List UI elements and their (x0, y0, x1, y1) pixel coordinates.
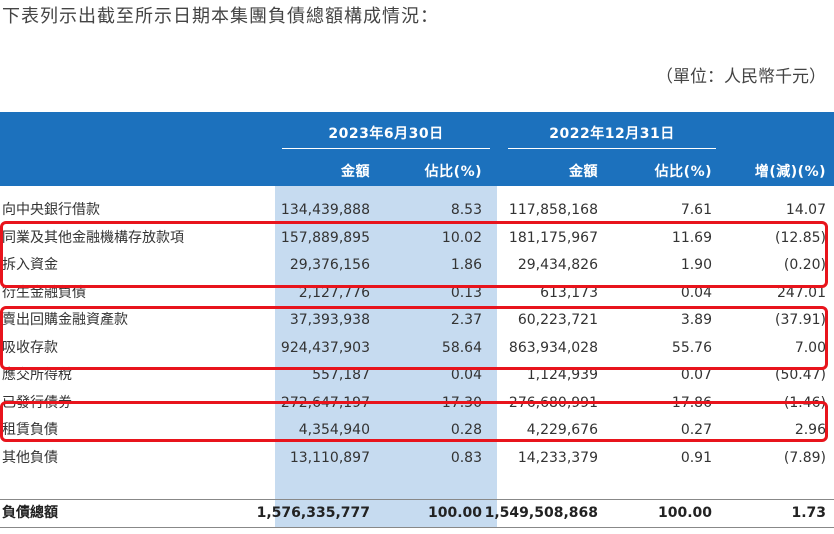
amount-2023: 29,376,156 (289, 257, 370, 273)
ratio-2022: 0.91 (680, 449, 712, 466)
table-row: 吸收存款 924,437,903 58.64 863,934,028 55.76 7.00 (0, 335, 834, 363)
ratio-2023: 0.28 (450, 422, 482, 438)
amount-2022: 1,124,939 (526, 367, 598, 383)
amount-2023: 1,576,335,777 (256, 505, 370, 521)
change-percent: 1.73 (791, 505, 826, 521)
current-period-shading (275, 186, 497, 528)
amount-2023: 134,439,888 (280, 202, 370, 218)
ratio-2023: 2.37 (450, 312, 482, 328)
amount-2023: 2,127,776 (298, 284, 370, 301)
change-percent: (12.85) (774, 229, 826, 246)
row-label: 負債總額 (2, 505, 58, 521)
highlight-box-repo (0, 306, 828, 370)
table-row: 向中央銀行借款 134,439,888 8.53 117,858,168 7.61 14.… (0, 197, 834, 225)
row-label: 拆入資金 (2, 257, 58, 273)
period2-underline (508, 148, 716, 149)
table-row: 應交所得稅 557,187 0.04 1,124,939 0.07 (50.47) (0, 362, 834, 390)
change-percent: 2.96 (794, 422, 826, 438)
amount-2023: 924,437,903 (280, 339, 370, 356)
row-label: 向中央銀行借款 (2, 202, 100, 218)
highlight-box-interbank (0, 221, 828, 288)
table-row: 賣出回購金融資產款 37,393,938 2.37 60,223,721 3.89 (37… (0, 307, 834, 335)
row-label: 衍生金融負債 (2, 284, 86, 301)
amount-2022: 29,434,826 (517, 257, 598, 273)
header-period-1: 2023年6月30日 (328, 126, 444, 142)
ratio-2023: 0.04 (450, 367, 482, 383)
ratio-2022: 11.69 (671, 229, 712, 246)
amount-2022: 60,223,721 (517, 312, 598, 328)
table-row: 拆入資金 29,376,156 1.86 29,434,826 1.90 (0.20) (0, 252, 834, 280)
change-percent: 14.07 (785, 202, 826, 218)
amount-2022: 117,858,168 (508, 202, 598, 218)
row-label: 其他負債 (2, 449, 58, 466)
ratio-2022: 1.90 (680, 257, 712, 273)
total-top-rule (0, 499, 834, 500)
amount-2023: 37,393,938 (289, 312, 370, 328)
amount-2022: 14,233,379 (517, 449, 598, 466)
ratio-2022: 100.00 (657, 505, 712, 521)
unit-note: （單位：人民幣千元） (656, 67, 826, 87)
ratio-2023: 1.86 (450, 257, 482, 273)
change-percent: (37.91) (774, 312, 826, 328)
amount-2022: 181,175,967 (508, 229, 598, 246)
table-header (0, 112, 834, 186)
ratio-2022: 0.07 (680, 367, 712, 383)
ratio-2022: 55.76 (671, 339, 712, 356)
amount-2022: 863,934,028 (508, 339, 598, 356)
amount-2023: 13,110,897 (289, 449, 370, 466)
table-row: 衍生金融負債 2,127,776 0.13 613,173 0.04 247.01 (0, 280, 834, 308)
row-label: 同業及其他金融機構存放款項 (2, 229, 184, 246)
ratio-2023: 100.00 (427, 505, 482, 521)
header-change: 增(減)(%) (754, 164, 826, 180)
period1-underline (282, 148, 490, 149)
ratio-2023: 10.02 (441, 229, 482, 246)
header-amount-1: 金額 (341, 164, 370, 180)
amount-2022: 613,173 (540, 284, 598, 301)
change-percent: 247.01 (777, 284, 826, 301)
ratio-2023: 0.13 (450, 284, 482, 301)
change-percent: (7.89) (783, 449, 826, 466)
change-percent: 7.00 (794, 339, 826, 356)
header-period-2: 2022年12月31日 (549, 126, 675, 142)
amount-2022: 1,549,508,868 (484, 505, 598, 521)
intro-text: 下表列示出截至所示日期本集團負債總額構成情況： (2, 6, 439, 27)
ratio-2022: 0.27 (680, 422, 712, 438)
total-bottom-rule (0, 527, 834, 528)
amount-2023: 157,889,895 (280, 229, 370, 246)
highlight-box-bonds (0, 401, 828, 442)
header-ratio-2: 佔比(%) (654, 164, 712, 180)
change-percent: (50.47) (774, 367, 826, 383)
amount-2022: 4,229,676 (526, 422, 598, 438)
ratio-2022: 3.89 (680, 312, 712, 328)
total-row: 負債總額 1,576,335,777 100.00 1,549,508,868 100.… (0, 500, 834, 528)
row-label: 吸收存款 (2, 339, 58, 356)
header-ratio-1: 佔比(%) (424, 164, 482, 180)
ratio-2023: 8.53 (450, 202, 482, 218)
ratio-2022: 7.61 (680, 202, 712, 218)
amount-2023: 4,354,940 (298, 422, 370, 438)
ratio-2022: 0.04 (680, 284, 712, 301)
table-row: 其他負債 13,110,897 0.83 14,233,379 0.91 (7.89) (0, 445, 834, 473)
header-amount-2: 金額 (569, 164, 598, 180)
table-row: 同業及其他金融機構存放款項 157,889,895 10.02 181,175,967… (0, 225, 834, 253)
table-row: 租賃負債 4,354,940 0.28 4,229,676 0.27 2.96 (0, 417, 834, 445)
row-label: 應交所得稅 (2, 367, 72, 383)
ratio-2023: 58.64 (441, 339, 482, 356)
row-label: 賣出回購金融資產款 (2, 312, 128, 328)
change-percent: (0.20) (783, 257, 826, 273)
ratio-2023: 0.83 (450, 449, 482, 466)
row-label: 租賃負債 (2, 422, 58, 438)
amount-2023: 557,187 (312, 367, 370, 383)
